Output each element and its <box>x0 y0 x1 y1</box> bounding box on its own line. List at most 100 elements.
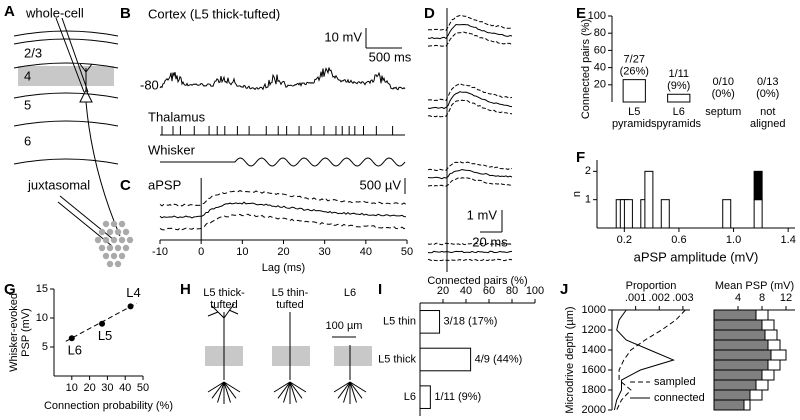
layer-label: 5 <box>24 97 31 112</box>
bar <box>713 339 769 351</box>
y-tick-label: L5 thick <box>378 353 416 365</box>
cell-body <box>110 220 118 228</box>
chart-title: Connected pairs (%) <box>427 275 527 287</box>
basal-dendrite <box>289 381 303 399</box>
psp-trace <box>427 99 513 118</box>
x-tick-label: L6 <box>673 106 685 118</box>
label: juxtasomal <box>27 177 90 192</box>
y-tick-label: 80 <box>594 27 606 39</box>
basal-dendrite <box>349 381 357 403</box>
y-axis-label: Microdrive depth (µm) <box>564 306 576 413</box>
point-label: L5 <box>98 328 112 343</box>
legend-label: connected <box>654 392 705 404</box>
panel-letter: A <box>4 3 15 20</box>
cell-body <box>94 236 102 244</box>
bar <box>419 310 441 334</box>
psp-trace <box>427 242 513 246</box>
x-tick-label: 10 <box>66 382 78 394</box>
x-tick-label: pyramids <box>612 118 657 130</box>
x-axis-label: aPSP amplitude (mV) <box>634 249 759 264</box>
y-tick-label: 5 <box>42 341 48 353</box>
x-tick-label: 50 <box>137 382 149 394</box>
x-tick-label: 40 <box>460 285 472 297</box>
cell-body <box>114 244 122 252</box>
y-tick-label: 1600 <box>582 364 606 376</box>
layer-4-band <box>18 66 114 86</box>
cell-body <box>114 260 122 268</box>
basal-dendrite <box>349 381 363 399</box>
x-tick-label: 12 <box>780 292 792 304</box>
bar <box>419 347 472 372</box>
layer-boundary <box>13 120 119 127</box>
label: -80 <box>140 77 159 92</box>
bar <box>713 359 769 371</box>
x-axis-label: Lag (ms) <box>262 262 305 274</box>
x-tick-label: 0 <box>198 246 204 258</box>
y-tick-label: 60 <box>594 44 606 56</box>
bar <box>713 319 763 331</box>
value-label: (9%) <box>667 80 690 92</box>
bar <box>713 379 757 391</box>
basal-dendrite <box>283 381 291 403</box>
panel-title: Cortex (L5 thick-tufted) <box>148 6 280 21</box>
cell-body <box>102 252 110 260</box>
point <box>68 335 75 342</box>
cell-body <box>110 236 118 244</box>
x-tick-label: 40 <box>119 382 131 394</box>
value-label: (26%) <box>620 66 649 78</box>
cell-body <box>102 220 110 228</box>
x-tick-label: .003 <box>672 292 693 304</box>
y-tick-label: 1000 <box>582 304 606 316</box>
line <box>616 309 686 411</box>
x-tick-label: .002 <box>649 292 670 304</box>
x-tick-label: 80 <box>506 285 518 297</box>
basal-dendrite <box>207 381 225 393</box>
label: whole-cell <box>25 5 84 20</box>
cell-body <box>106 228 114 236</box>
histogram-bar <box>660 199 670 229</box>
layer-boundary <box>13 38 119 45</box>
label: Whisker <box>148 142 196 157</box>
value-label: 7/27 <box>624 54 645 66</box>
x-tick-label: aligned <box>750 118 785 130</box>
bar <box>713 309 757 321</box>
cell-label: tufted <box>276 299 304 311</box>
membrane-trace <box>159 67 406 91</box>
cell-body <box>98 244 106 252</box>
y-tick-label: 1 <box>585 194 591 206</box>
cell-label: L5 thick- <box>203 287 245 299</box>
basal-dendrite <box>333 381 351 393</box>
y-tick-label: 1400 <box>582 344 606 356</box>
value-label: 4/9 (44%) <box>475 353 523 365</box>
layer-label: 4 <box>24 68 31 83</box>
y-axis-label: PSP (mV) <box>20 308 32 357</box>
basal-dendrite <box>289 381 307 393</box>
neuron-soma <box>79 88 93 103</box>
scale-label: 1 mV <box>467 207 498 222</box>
psp-trace <box>427 258 513 262</box>
y-tick-label: 20 <box>594 79 606 91</box>
bar <box>713 329 766 341</box>
bar <box>713 349 772 361</box>
legend-label: sampled <box>654 376 696 388</box>
apsp-trace <box>159 213 407 231</box>
y-tick-label: 2000 <box>582 404 606 416</box>
cell-body <box>106 244 114 252</box>
chart-title: Mean PSP (mV) <box>715 280 794 292</box>
psp-trace <box>427 82 513 102</box>
x-tick-label: 30 <box>101 382 113 394</box>
x-tick-label: septum <box>705 106 741 118</box>
layer-boundary <box>13 158 119 165</box>
y-tick-label: 40 <box>594 62 606 74</box>
x-tick-label: 10 <box>236 246 248 258</box>
value-label: 1/11 <box>668 68 689 80</box>
y-tick-label: L5 thin <box>383 316 416 328</box>
panel-title: aPSP <box>148 177 181 192</box>
layer-label: 6 <box>24 133 31 148</box>
basal-dendrite <box>211 381 225 399</box>
panel-letter: C <box>120 177 131 194</box>
x-tick-label: L5 <box>628 106 640 118</box>
pipette <box>57 201 113 247</box>
histogram-bar <box>644 170 654 229</box>
y-tick-label: L6 <box>404 391 416 403</box>
